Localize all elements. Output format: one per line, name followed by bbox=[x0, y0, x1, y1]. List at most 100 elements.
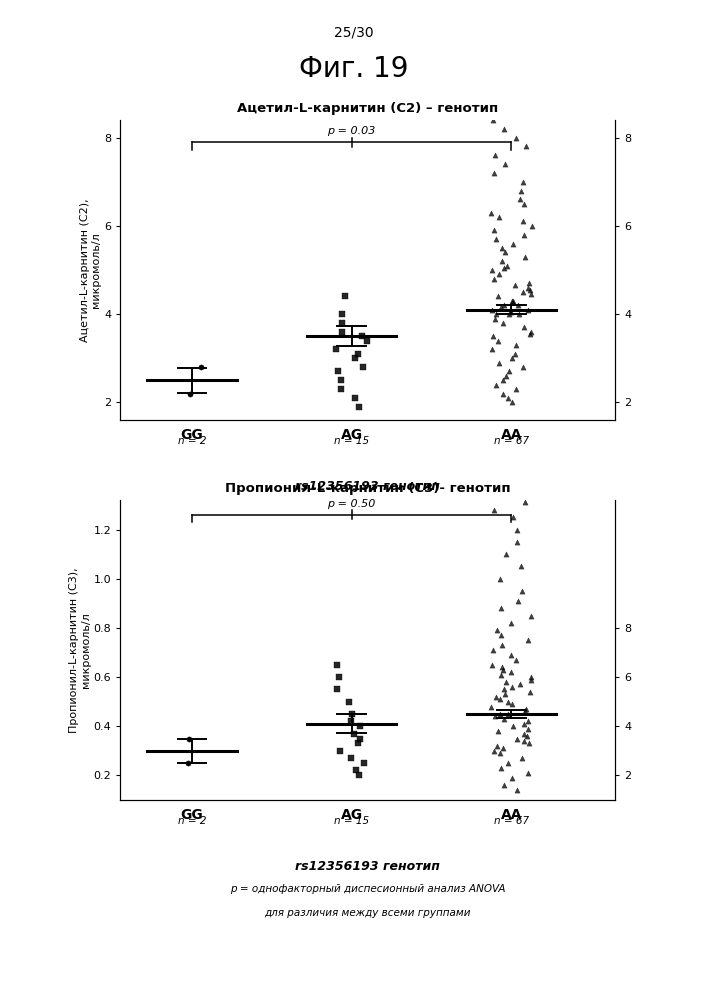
Point bbox=[340, 288, 351, 304]
Text: для различия между всеми группами: для различия между всеми группами bbox=[264, 908, 471, 918]
Point bbox=[348, 726, 359, 742]
Point bbox=[489, 502, 500, 518]
Point bbox=[508, 236, 519, 252]
Point bbox=[494, 691, 506, 707]
Text: p = 0.03: p = 0.03 bbox=[327, 126, 376, 136]
Point bbox=[361, 333, 373, 349]
Point bbox=[497, 386, 508, 402]
Point bbox=[344, 694, 355, 710]
Point bbox=[486, 657, 498, 673]
Point bbox=[354, 399, 365, 415]
Point bbox=[487, 341, 498, 357]
Text: 25/30: 25/30 bbox=[334, 25, 373, 39]
Point bbox=[500, 546, 511, 562]
Point bbox=[510, 277, 521, 293]
Point bbox=[501, 258, 513, 274]
Point bbox=[511, 731, 522, 747]
Point bbox=[487, 262, 498, 278]
Point bbox=[351, 762, 362, 778]
Point bbox=[498, 121, 510, 137]
Point bbox=[496, 637, 508, 653]
Point bbox=[522, 302, 534, 318]
Text: n = 15: n = 15 bbox=[334, 436, 369, 446]
Point bbox=[514, 676, 525, 692]
Point bbox=[503, 706, 514, 722]
Point bbox=[491, 622, 502, 638]
Text: p = однофакторный диспесионный анализ ANOVA: p = однофакторный диспесионный анализ AN… bbox=[230, 884, 506, 894]
Point bbox=[510, 337, 522, 353]
Point bbox=[498, 260, 510, 276]
Point bbox=[334, 669, 345, 685]
Text: для различия между всеми группами: для различия между всеми группами bbox=[264, 528, 471, 538]
Point bbox=[345, 750, 356, 766]
Point bbox=[511, 522, 522, 538]
Point bbox=[523, 275, 534, 291]
Point bbox=[496, 667, 507, 683]
Point bbox=[510, 652, 522, 668]
Point bbox=[500, 674, 511, 690]
Text: n = 67: n = 67 bbox=[493, 816, 529, 826]
Point bbox=[353, 735, 364, 751]
Point bbox=[504, 363, 515, 379]
Point bbox=[493, 355, 505, 371]
Point bbox=[184, 386, 195, 402]
Point bbox=[506, 293, 518, 309]
Point bbox=[518, 726, 530, 742]
Point bbox=[518, 359, 529, 375]
Point bbox=[490, 306, 501, 322]
Point bbox=[493, 266, 504, 282]
Point bbox=[358, 755, 370, 771]
Point bbox=[511, 782, 522, 798]
Point bbox=[489, 271, 500, 287]
Point bbox=[493, 723, 504, 739]
Point bbox=[510, 381, 522, 397]
Point bbox=[493, 477, 504, 493]
Point bbox=[513, 297, 524, 313]
Point bbox=[498, 315, 509, 331]
Point bbox=[517, 213, 528, 229]
Point bbox=[514, 191, 525, 207]
Point bbox=[506, 696, 518, 712]
Point bbox=[520, 249, 531, 265]
Point bbox=[497, 740, 508, 756]
Point bbox=[485, 205, 496, 221]
Point bbox=[522, 632, 534, 648]
Point bbox=[502, 755, 513, 771]
Point bbox=[499, 686, 510, 702]
Text: rs12356193 генотип: rs12356193 генотип bbox=[296, 860, 440, 873]
Point bbox=[507, 509, 518, 525]
Point bbox=[524, 684, 535, 700]
Point bbox=[524, 282, 535, 298]
Point bbox=[490, 689, 501, 705]
Point bbox=[488, 165, 499, 181]
Point bbox=[491, 231, 502, 247]
Point bbox=[334, 743, 345, 759]
Point bbox=[519, 703, 530, 719]
Point bbox=[498, 297, 509, 313]
Point bbox=[353, 346, 364, 362]
Point bbox=[517, 284, 528, 300]
Point bbox=[355, 718, 366, 734]
Point bbox=[506, 679, 518, 695]
Point bbox=[337, 324, 348, 340]
Point bbox=[496, 253, 508, 269]
Point bbox=[488, 328, 499, 344]
Point bbox=[502, 694, 513, 710]
Point bbox=[515, 183, 527, 199]
Point bbox=[493, 288, 504, 304]
Text: n = 2: n = 2 bbox=[177, 816, 206, 826]
Point bbox=[508, 293, 519, 309]
Point bbox=[331, 657, 342, 673]
Point bbox=[503, 306, 515, 322]
Point bbox=[525, 672, 537, 688]
Point bbox=[503, 390, 514, 406]
Point bbox=[486, 302, 498, 318]
Point bbox=[354, 767, 365, 783]
Point bbox=[525, 326, 536, 342]
Point bbox=[498, 777, 509, 793]
Point bbox=[331, 681, 342, 697]
Point bbox=[508, 718, 519, 734]
Point bbox=[332, 363, 343, 379]
Point bbox=[525, 286, 537, 302]
Point bbox=[506, 664, 517, 680]
